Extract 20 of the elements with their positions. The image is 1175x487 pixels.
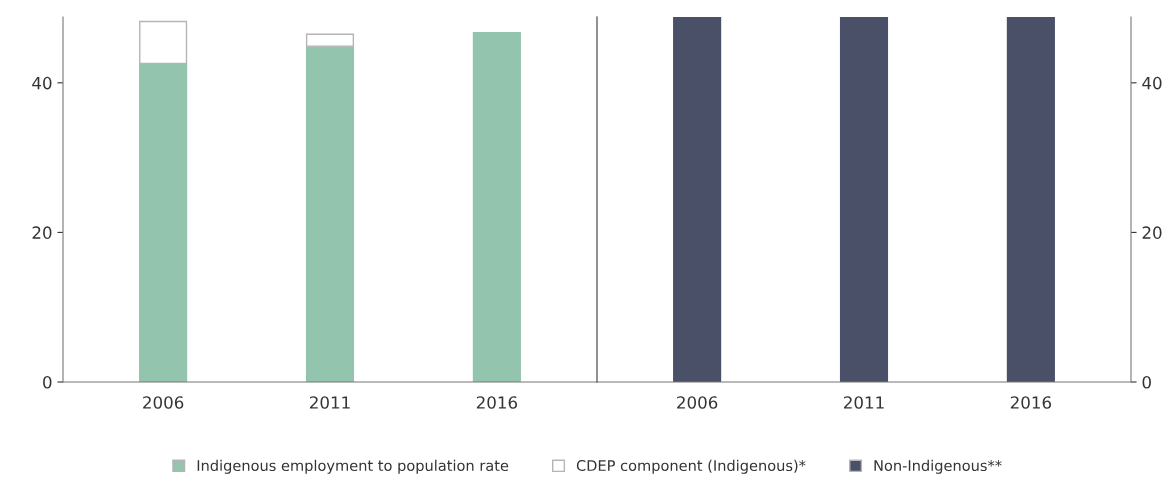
bar bbox=[139, 20, 188, 65]
x-tick-label: 2016 bbox=[476, 396, 518, 409]
x-tick-label: 2011 bbox=[310, 396, 350, 409]
bar bbox=[305, 45, 355, 382]
bar bbox=[139, 62, 188, 382]
y-tick-label: 40 bbox=[1142, 76, 1162, 90]
legend-label: Indigenous employment to population rate bbox=[197, 459, 509, 474]
y-tick-label: 40 bbox=[32, 76, 52, 90]
legend-label: CDEP component (Indigenous)* bbox=[576, 459, 806, 474]
y-tick-label: 0 bbox=[1142, 375, 1151, 389]
y-tick-label: 0 bbox=[43, 375, 52, 389]
x-tick-label: 2016 bbox=[1010, 396, 1052, 409]
bar bbox=[305, 33, 355, 47]
y-tick-label: 20 bbox=[32, 226, 52, 239]
legend-label: Non-Indigenous** bbox=[874, 459, 1002, 474]
bar bbox=[472, 32, 521, 382]
y-tick-label: 20 bbox=[1142, 226, 1162, 239]
x-tick-label: 2006 bbox=[143, 396, 184, 409]
x-tick-label: 2011 bbox=[844, 396, 884, 409]
x-tick-label: 2006 bbox=[677, 396, 718, 409]
